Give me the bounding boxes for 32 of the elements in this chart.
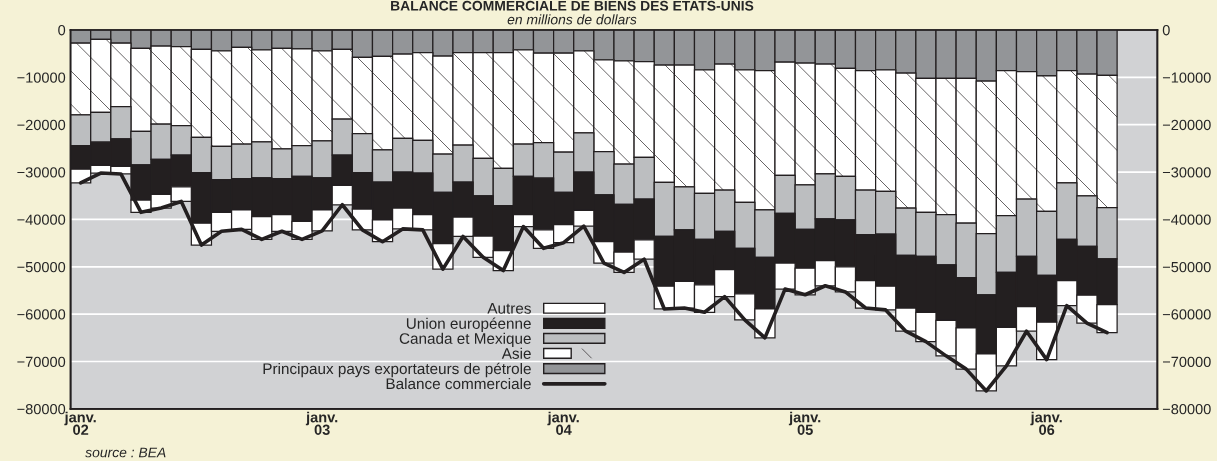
chart-title: BALANCE COMMERCIALE DE BIENS DES ETATS-UNIS	[391, 0, 754, 11]
legend-label: Asie	[501, 347, 531, 359]
legend-label: Principaux pays exportateurs de pétrole	[263, 362, 531, 378]
y2-tick-label: −40000	[1162, 214, 1211, 225]
y2-tick-label: −30000	[1162, 167, 1211, 178]
x-tick-label: janv. 05	[788, 411, 821, 435]
legend-label: Union européenne	[406, 317, 531, 332]
y-tick-label: −50000	[17, 261, 66, 273]
legend-label: Autres	[487, 303, 531, 314]
y2-tick-label: −20000	[1162, 119, 1211, 131]
y2-tick-label: −80000	[1162, 404, 1211, 415]
x-tick-label: janv. 04	[547, 411, 579, 435]
x-tick-label: janv. 03	[305, 411, 338, 435]
y2-tick-label: 0	[1162, 25, 1170, 36]
y2-tick-label: −10000	[1162, 72, 1211, 83]
y2-tick-label: −60000	[1162, 309, 1211, 320]
y2-tick-label: −50000	[1162, 261, 1211, 273]
y-tick-label: −10000	[17, 72, 66, 83]
y-tick-label: −30000	[17, 167, 66, 178]
x-tick-label: janv. 02	[64, 411, 96, 435]
legend-label: Canada et Mexique	[399, 332, 531, 347]
chart-subtitle: en millions de dollars	[507, 14, 637, 25]
y2-tick-label: −70000	[1162, 356, 1211, 367]
x-tick-label: janv. 06	[1030, 411, 1062, 435]
source-note: source : BEA	[85, 447, 166, 458]
y-tick-label: −40000	[17, 214, 66, 225]
y-tick-label: −70000	[17, 356, 66, 367]
y-tick-label: −60000	[17, 309, 66, 320]
y-tick-label: −80000	[17, 404, 66, 415]
y-tick-label: 0	[58, 25, 66, 36]
y-tick-label: −20000	[17, 119, 66, 131]
legend-label: Balance commerciale	[386, 377, 531, 390]
